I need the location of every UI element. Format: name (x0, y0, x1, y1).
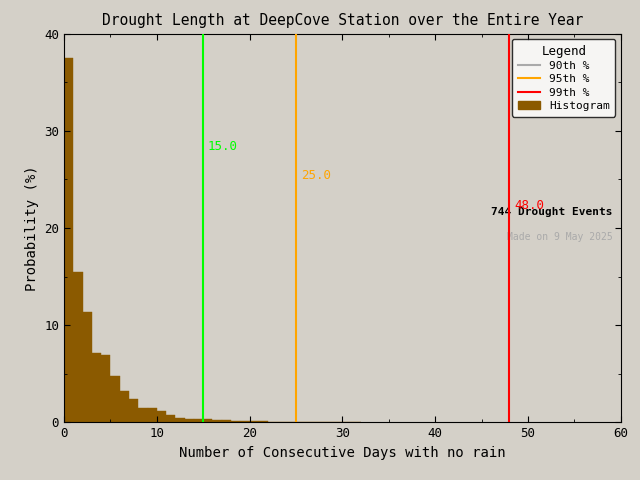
Bar (194, 420, 204, 422)
Bar (212, 420, 222, 422)
Bar (111, 376, 120, 422)
Bar (175, 418, 184, 422)
Text: Made on 9 May 2025: Made on 9 May 2025 (507, 232, 612, 242)
Bar (157, 411, 166, 422)
Text: 744 Drought Events: 744 Drought Events (491, 206, 612, 216)
Bar (250, 421, 259, 422)
Bar (64, 58, 73, 422)
Legend: 90th %, 95th %, 99th %, Histogram: 90th %, 95th %, 99th %, Histogram (512, 39, 615, 117)
Text: 15.0: 15.0 (208, 140, 238, 153)
Bar (268, 421, 277, 422)
Bar (129, 399, 138, 422)
Bar (259, 421, 268, 422)
Bar (166, 415, 175, 422)
Bar (204, 420, 212, 422)
Bar (101, 355, 111, 422)
Y-axis label: Probability (%): Probability (%) (24, 165, 38, 291)
Text: 48.0: 48.0 (514, 199, 544, 212)
Bar (138, 408, 148, 422)
Bar (92, 353, 101, 422)
Text: 25.0: 25.0 (301, 169, 331, 182)
X-axis label: Number of Consecutive Days with no rain: Number of Consecutive Days with no rain (179, 446, 506, 460)
Bar (147, 408, 157, 422)
Bar (222, 420, 231, 422)
Bar (73, 272, 83, 422)
Bar (231, 421, 241, 422)
Bar (184, 419, 194, 422)
Bar (120, 391, 129, 422)
Bar (241, 421, 250, 422)
Bar (83, 312, 92, 422)
Title: Drought Length at DeepCove Station over the Entire Year: Drought Length at DeepCove Station over … (102, 13, 583, 28)
